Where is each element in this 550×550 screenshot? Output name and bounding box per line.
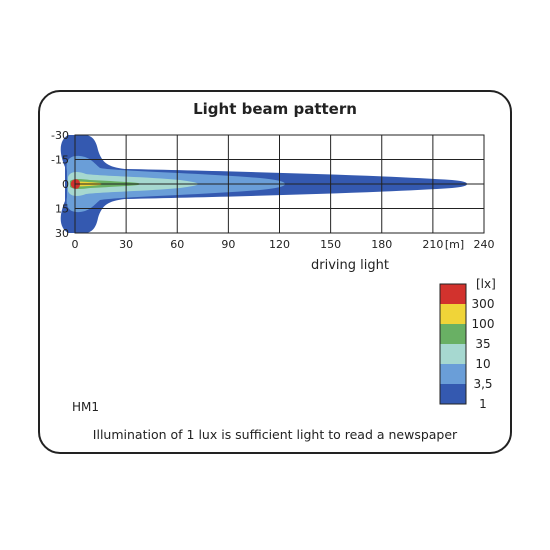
grid-layer bbox=[74, 134, 485, 234]
legend-unit: [lx] bbox=[476, 277, 496, 291]
legend-label-35: 35 bbox=[475, 337, 491, 351]
legend-frame bbox=[439, 283, 467, 405]
x-tick-labels: 0 30 60 90 120 150 180 210 240 [m] bbox=[72, 238, 495, 251]
x-tick-label: 150 bbox=[320, 238, 341, 251]
legend-swatch-300 bbox=[440, 284, 466, 304]
legend-swatch-3-5 bbox=[440, 364, 466, 384]
legend-label-3-5: 3,5 bbox=[473, 377, 493, 391]
legend-swatches bbox=[439, 283, 467, 405]
footnote: Illumination of 1 lux is sufficient ligh… bbox=[92, 427, 458, 442]
y-tick-label: -15 bbox=[51, 154, 69, 167]
legend-swatch-100 bbox=[440, 304, 466, 324]
legend-label-10: 10 bbox=[475, 357, 491, 371]
y-tick-labels: -30 -15 0 15 30 bbox=[51, 129, 69, 240]
x-tick-label: 30 bbox=[119, 238, 133, 251]
chart-title: Light beam pattern bbox=[193, 100, 357, 118]
legend-label-1: 1 bbox=[479, 397, 487, 411]
x-axis-label: driving light bbox=[311, 258, 389, 273]
x-tick-label: 180 bbox=[371, 238, 392, 251]
x-tick-label: 240 bbox=[474, 238, 495, 251]
legend-label-100: 100 bbox=[471, 317, 495, 331]
x-unit-label: [m] bbox=[445, 238, 464, 251]
x-tick-label: 60 bbox=[170, 238, 184, 251]
y-tick-label: 0 bbox=[62, 178, 69, 191]
legend-swatch-35 bbox=[440, 324, 466, 344]
legend-swatch-10 bbox=[440, 344, 466, 364]
x-tick-label: 0 bbox=[72, 238, 79, 251]
y-tick-label: 30 bbox=[55, 227, 69, 240]
x-tick-label: 120 bbox=[269, 238, 290, 251]
y-tick-label: -30 bbox=[51, 129, 69, 142]
y-tick-label: 15 bbox=[55, 203, 69, 216]
x-tick-label: 90 bbox=[221, 238, 235, 251]
legend-label-300: 300 bbox=[471, 297, 495, 311]
model-label: HM1 bbox=[72, 400, 100, 414]
legend-swatch-1 bbox=[440, 384, 466, 404]
x-tick-label: 210 bbox=[422, 238, 443, 251]
